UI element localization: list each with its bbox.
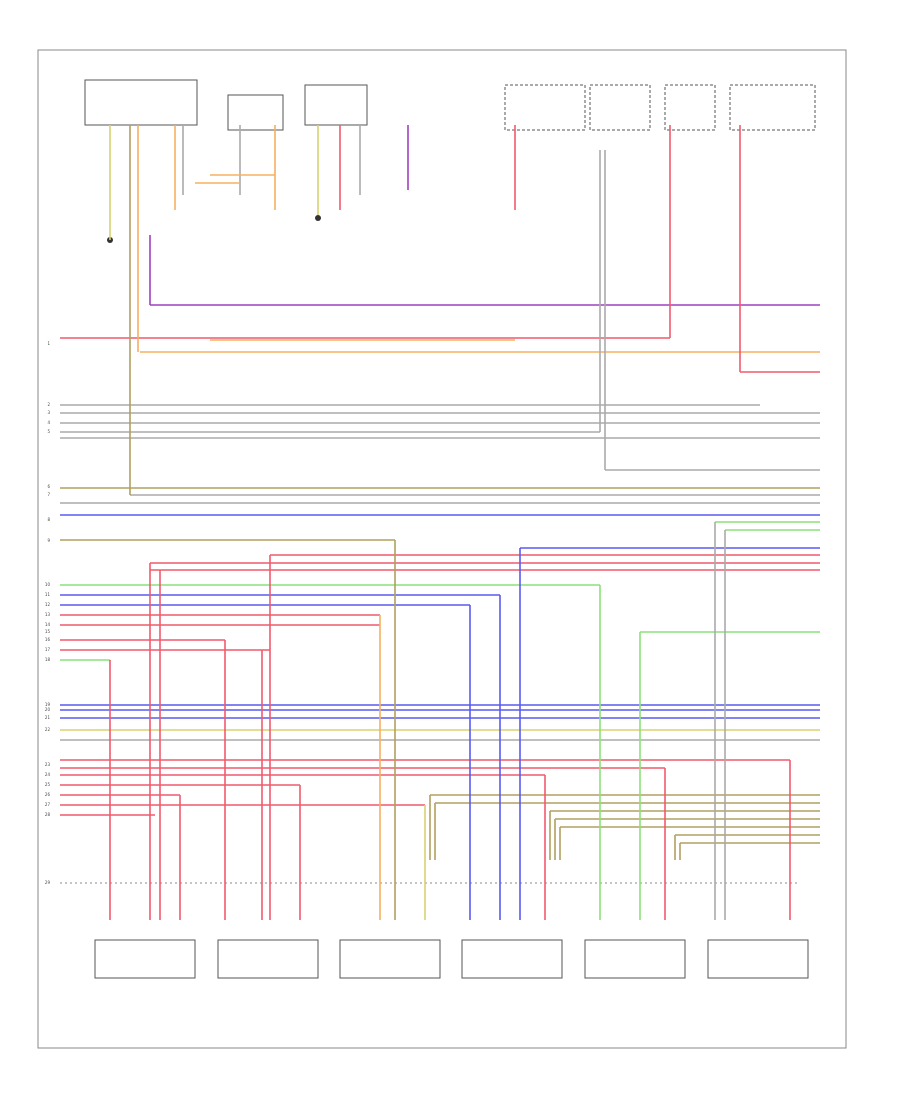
pin-label: 15	[45, 629, 51, 634]
module-box	[304, 84, 368, 126]
bottom-components	[94, 939, 809, 979]
pin-label: 16	[45, 637, 51, 642]
pin-label: 2	[47, 402, 50, 407]
switch-box	[227, 94, 284, 131]
pin-label: 20	[45, 707, 51, 712]
pin-label: 17	[45, 647, 51, 652]
pin-label: 25	[45, 782, 51, 787]
pin-label: 13	[45, 612, 51, 617]
pin-label: 7	[47, 492, 50, 497]
pin-label: 19	[45, 702, 51, 707]
pin-label: 14	[45, 622, 51, 627]
pin-label: 18	[45, 657, 51, 662]
pin-label: 8	[47, 517, 50, 522]
pin-label: 9	[47, 538, 50, 543]
pin-label: 3	[47, 410, 50, 415]
pin-label: 24	[45, 772, 51, 777]
module-box	[84, 79, 198, 126]
pin-label: 22	[45, 727, 51, 732]
pin-label: 28	[45, 812, 51, 817]
pin-label: 5	[47, 429, 50, 434]
pin-label: 12	[45, 602, 51, 607]
ground	[315, 215, 321, 221]
fuse-box	[504, 84, 586, 131]
pin-label: 29	[45, 880, 51, 885]
pin-label: 23	[45, 762, 51, 767]
pin-label: 26	[45, 792, 51, 797]
pin-label: 11	[45, 592, 51, 597]
pin-label: 6	[47, 484, 50, 489]
pin-label: 27	[45, 802, 51, 807]
fuse-box	[729, 84, 816, 131]
pin-label: 21	[45, 715, 51, 720]
fuse-box	[664, 84, 716, 131]
pin-label: 4	[47, 420, 50, 425]
frame	[37, 49, 847, 1049]
fuse-box	[589, 84, 651, 131]
pin-label: 10	[45, 582, 51, 587]
pin-label: 1	[47, 341, 50, 346]
